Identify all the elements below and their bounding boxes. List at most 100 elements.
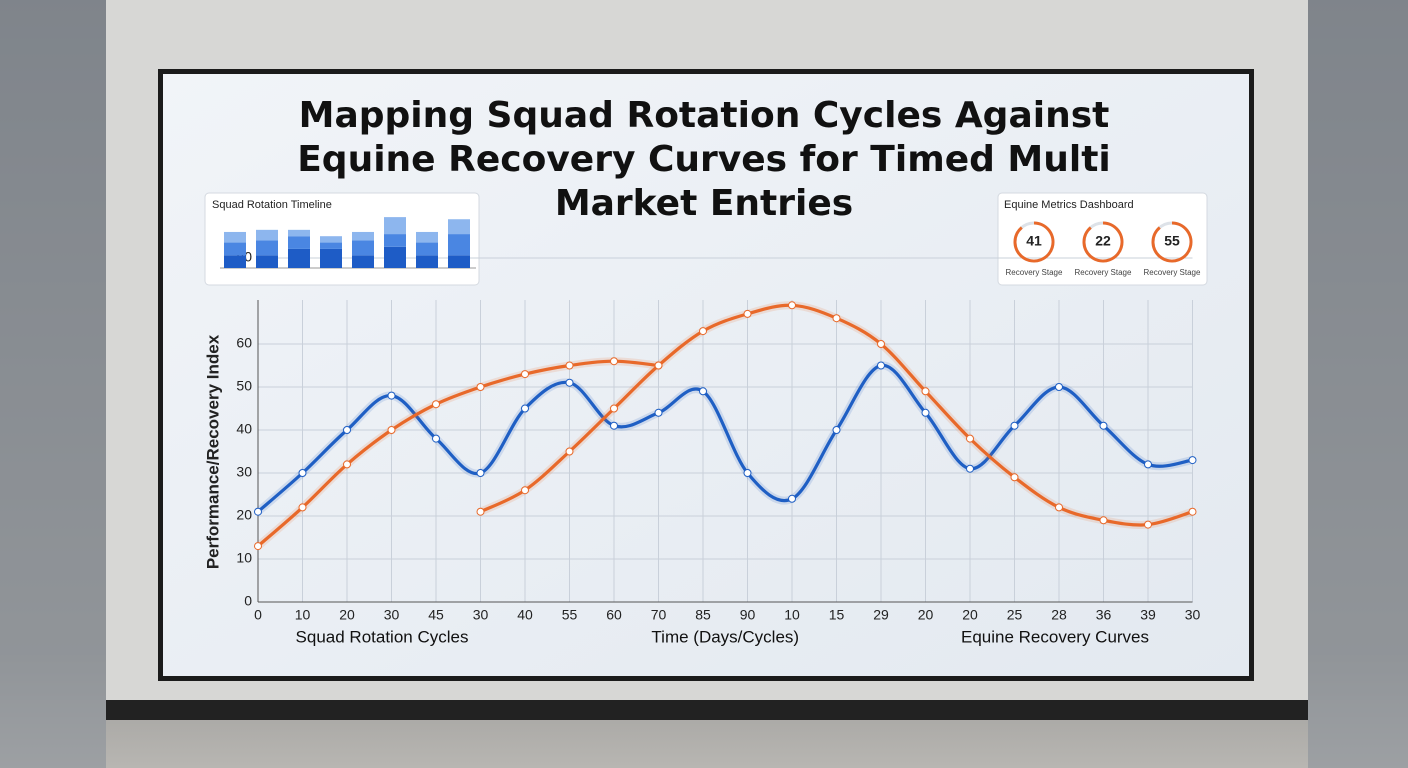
point [476,383,485,391]
point [699,387,707,396]
point [1055,503,1063,512]
gauge-value: 41 [1026,233,1042,249]
point [1188,456,1197,465]
point [343,460,351,469]
y-tick-label: 50 [236,378,252,394]
point [1099,516,1108,525]
point [610,421,618,430]
bar-segment [320,242,342,249]
bar-segment [416,242,438,256]
bar-segment [384,246,406,268]
point [832,426,841,434]
x-tick-label: 0 [254,607,262,623]
point [832,314,841,323]
gauge-arc [1013,221,1055,263]
point [476,469,485,477]
point [610,404,618,413]
point [298,469,307,477]
gauge-label: Recovery Stage [1075,268,1132,277]
bar-segment [256,255,278,268]
point [521,370,529,379]
bar-segment [416,255,438,268]
x-tick-label: 20 [339,607,355,623]
x-tick-label: 85 [695,607,711,623]
point [1099,421,1108,430]
x-tick-label: 25 [1007,607,1023,623]
y-tick-label: 20 [236,507,252,523]
point [521,486,529,495]
point [387,426,396,434]
point [654,408,663,417]
gauge-label: Recovery Stage [1144,268,1201,277]
point [476,507,485,516]
y-axis-label: Performance/Recovery Index [203,334,222,569]
point [1055,383,1063,391]
point [1010,473,1019,482]
x-tick-label: 10 [784,607,800,623]
x-tick-label: 70 [651,607,667,623]
x-tick-label: 60 [606,607,622,623]
dashboard-panel [997,192,1208,286]
gauge-arc [1151,221,1193,263]
point [743,309,752,318]
x-tick-label: 20 [962,607,978,623]
screen [163,74,1249,676]
annotation: Equine Recovery Curves [961,627,1149,646]
x-tick-label: 39 [1140,607,1156,623]
point [788,301,796,310]
point [1144,520,1152,529]
bar-segment [288,229,310,237]
left-office [0,0,106,768]
right-office [1308,0,1408,768]
x-tick-label: 30 [1185,607,1201,623]
annotation: Squad Rotation Cycles [296,627,469,646]
point [343,426,351,434]
wall-base [106,700,1308,720]
point [254,507,262,516]
point [877,340,885,348]
x-tick-label: 20 [918,607,934,623]
point [699,327,707,336]
bar-segment [352,231,374,241]
x-tick-label: 36 [1096,607,1112,623]
bar-segment [352,240,374,256]
point [1188,507,1197,516]
bar-segment [288,236,310,249]
bar-segment [224,242,246,256]
bar-segment [448,219,470,235]
point [743,469,752,477]
point [966,434,974,443]
x-tick-label: 40 [517,607,533,623]
point [521,404,529,413]
point [565,361,574,370]
x-tick-label: 10 [295,607,311,623]
panel-title: Equine Metrics Dashboard [1004,199,1134,211]
x-tick-label: 30 [384,607,400,623]
y-tick-label: 0 [244,593,252,609]
bar-segment [320,236,342,243]
bar-segment [224,231,246,243]
x-tick-label: 45 [428,607,444,623]
bar-segment [384,217,406,235]
line [256,359,661,548]
bar-segment [256,240,278,256]
point [921,408,930,417]
bar-segment [256,229,278,241]
x-axis-label: Time (Days/Cycles) [651,627,799,646]
chart-title: Mapping Squad Rotation Cycles Against Eq… [297,95,1111,224]
point [877,361,885,370]
gauge-value: 55 [1164,233,1180,249]
x-tick-label: 15 [829,607,845,623]
bar-segment [320,248,342,268]
bar-segment [224,255,246,268]
point [254,542,262,551]
x-tick-label: 90 [740,607,756,623]
point [654,361,663,370]
point [921,387,930,396]
bar-segment [416,231,438,243]
point [432,434,440,443]
point [565,378,574,387]
point [966,464,974,473]
